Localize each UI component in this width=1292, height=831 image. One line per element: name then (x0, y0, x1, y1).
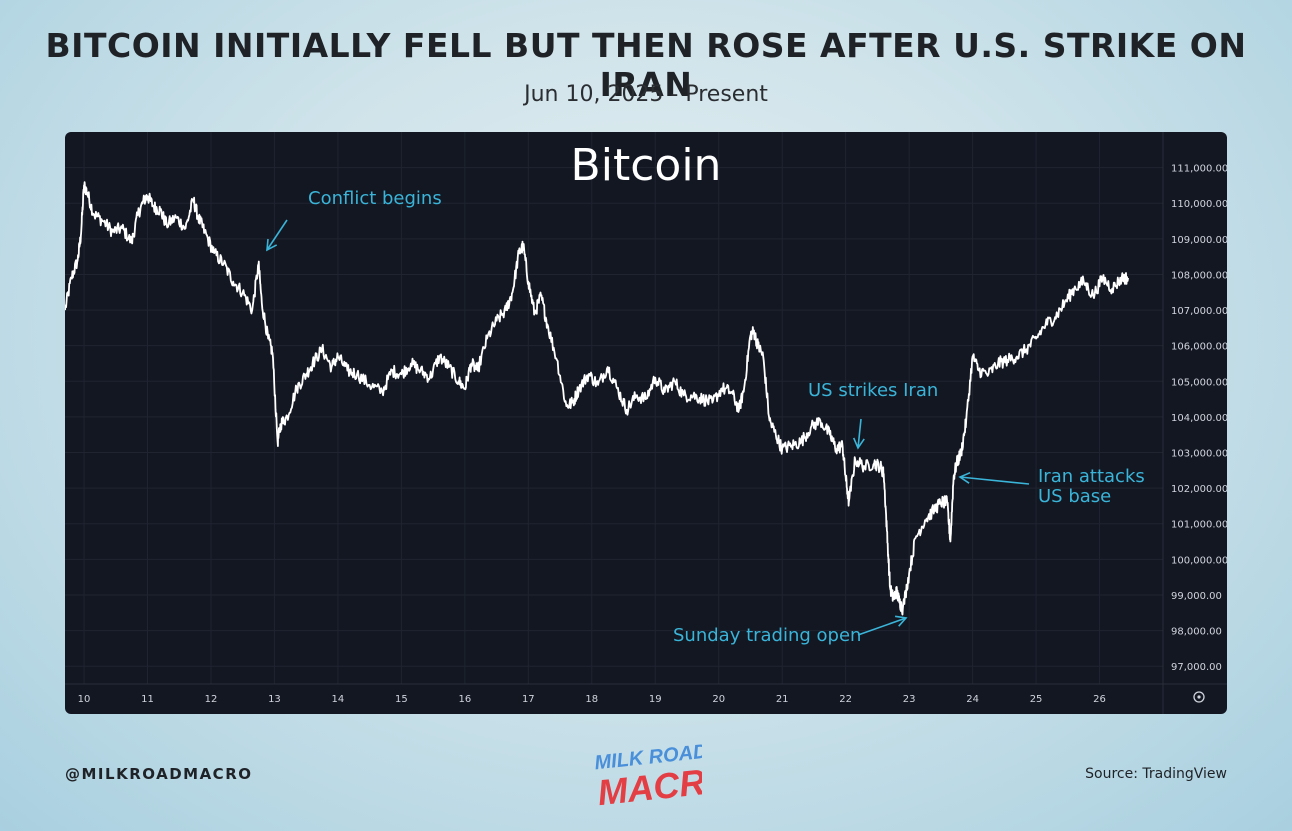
source-credit: Source: TradingView (1085, 766, 1227, 782)
y-tick-label: 110,000.00 (1171, 199, 1227, 210)
x-tick-label: 23 (903, 694, 916, 705)
annotation-iran-attacks-us-base-text: US base (1038, 486, 1111, 507)
annotation-sunday-trading-open-arrowhead (894, 615, 908, 627)
annotation-us-strikes-iran-arrowhead (852, 437, 865, 450)
x-tick-label: 20 (712, 694, 725, 705)
y-tick-label: 106,000.00 (1171, 342, 1227, 353)
annotation-conflict-begins-arrow (266, 219, 288, 251)
annotation-sunday-trading-open-text: Sunday trading open (673, 625, 861, 646)
bitcoin-price-chart: 111,000.00 110,000.00 109,000.00 108,000.00… (65, 132, 1227, 714)
annotation-iran-attacks-us-base-text: Iran attacks (1038, 466, 1145, 487)
x-tick-label: 11 (141, 694, 154, 705)
y-tick-label: 98,000.00 (1171, 627, 1222, 638)
annotation-sunday-trading-open-arrow (857, 617, 907, 636)
annotation-conflict-begins-arrowhead (266, 238, 278, 252)
annotation-conflict-begins-text: Conflict begins (308, 188, 442, 209)
chart-panel: 111,000.00 110,000.00 109,000.00 108,000.00… (65, 132, 1227, 714)
y-tick-label: 102,000.00 (1171, 484, 1227, 495)
annotation-us-strikes-iran-text: US strikes Iran (808, 380, 938, 401)
y-tick-label: 99,000.00 (1171, 591, 1222, 602)
x-tick-label: 12 (205, 694, 218, 705)
x-tick-label: 25 (1030, 694, 1043, 705)
social-handle: @MILKROADMACRO (65, 765, 253, 783)
y-tick-label: 104,000.00 (1171, 413, 1227, 424)
x-tick-label: 16 (458, 694, 471, 705)
y-tick-label: 103,000.00 (1171, 449, 1227, 460)
bitcoin-price-line (65, 181, 1129, 616)
x-tick-label: 26 (1093, 694, 1106, 705)
x-tick-label: 18 (585, 694, 598, 705)
annotation-us-strikes-iran-arrow (857, 418, 862, 449)
annotation-iran-attacks-us-base-arrowhead (958, 471, 971, 484)
milk-road-macro-logo: MILK ROAD MACRO (593, 741, 702, 814)
x-tick-label: 21 (776, 694, 789, 705)
y-tick-label: 101,000.00 (1171, 520, 1227, 531)
x-tick-label: 10 (78, 694, 91, 705)
chart-title: Bitcoin (571, 140, 722, 191)
x-tick-label: 22 (839, 694, 852, 705)
x-tick-label: 14 (332, 694, 345, 705)
x-tick-label: 13 (268, 694, 281, 705)
y-tick-label: 109,000.00 (1171, 235, 1227, 246)
x-tick-label: 24 (966, 694, 979, 705)
y-tick-label: 111,000.00 (1171, 164, 1227, 175)
y-tick-label: 107,000.00 (1171, 306, 1227, 317)
annotation-iran-attacks-us-base-arrow (959, 476, 1030, 485)
y-tick-label: 100,000.00 (1171, 555, 1227, 566)
settings-icon-center (1197, 695, 1201, 699)
page-subtitle: Jun 10, 2025 - Present (524, 82, 768, 107)
x-tick-label: 15 (395, 694, 408, 705)
x-tick-label: 19 (649, 694, 662, 705)
y-tick-label: 97,000.00 (1171, 662, 1222, 673)
x-tick-label: 17 (522, 694, 535, 705)
y-tick-label: 105,000.00 (1171, 377, 1227, 388)
y-tick-label: 108,000.00 (1171, 270, 1227, 281)
page-title: BITCOIN INITIALLY FELL BUT THEN ROSE AFT… (45, 26, 1247, 104)
settings-icon (1193, 691, 1205, 703)
